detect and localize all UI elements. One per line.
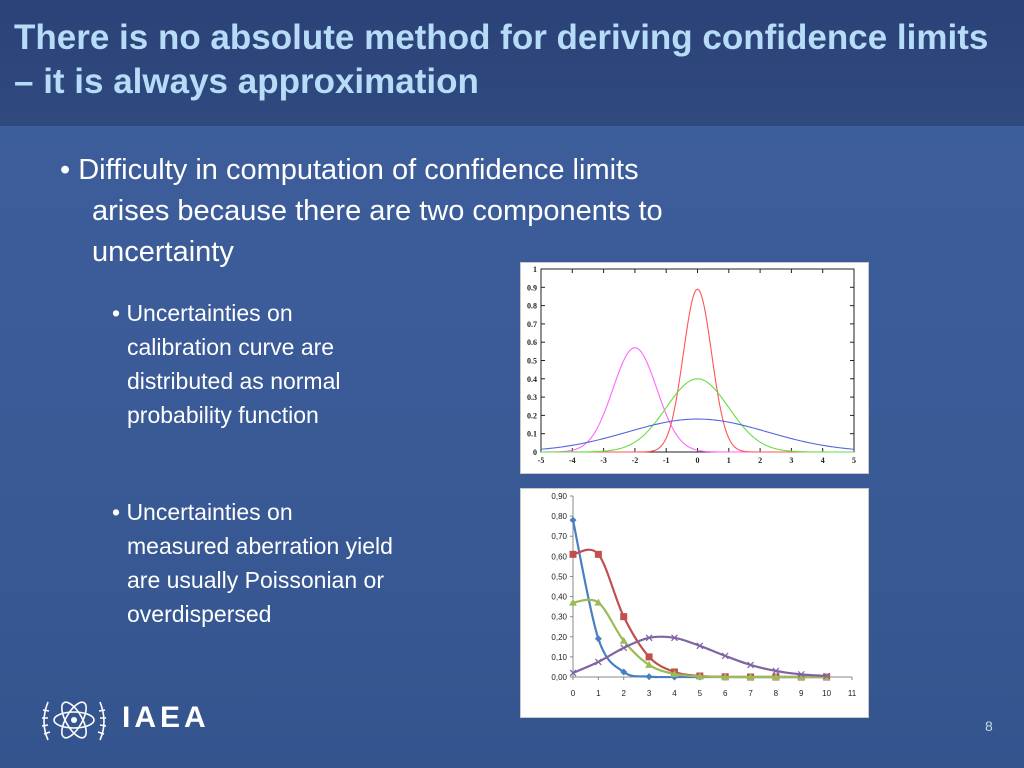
- y-tick-label: 0,00: [551, 673, 567, 682]
- data-point-x: [671, 634, 678, 642]
- y-tick-label: 0,40: [551, 593, 567, 602]
- x-tick-label: 2: [758, 456, 762, 465]
- data-point-triangle: [771, 673, 780, 680]
- y-tick-label: 0,30: [551, 613, 567, 622]
- y-tick-label: 0.5: [527, 357, 537, 366]
- x-tick-label: 6: [723, 689, 728, 698]
- x-tick-label: 1: [727, 456, 731, 465]
- y-tick-label: 0.9: [527, 283, 537, 292]
- x-tick-label: 11: [848, 689, 857, 698]
- iaea-logo-text: IAEA: [122, 701, 210, 734]
- poisson-curve-4: [572, 635, 827, 678]
- y-tick-label: 1: [533, 265, 537, 274]
- data-point-triangle: [746, 673, 755, 680]
- slide-title: There is no absolute method for deriving…: [14, 18, 989, 101]
- x-tick-label: 3: [647, 689, 652, 698]
- x-tick-label: 4: [672, 689, 677, 698]
- data-point-x: [797, 670, 805, 678]
- y-tick-label: 0,20: [551, 633, 567, 642]
- x-tick-label: 8: [774, 689, 779, 698]
- poisson-distribution-plot: 0,00 0,10 0,20 0,30 0,40 0,50 0,60 0,70 0,80 0,90…: [551, 492, 857, 698]
- data-point-diamond: [620, 668, 628, 676]
- title-bar: [0, 0, 1024, 126]
- data-point-x: [620, 644, 628, 652]
- x-tick-label: 9: [799, 689, 804, 698]
- poisson-distribution-chart: 0,00 0,10 0,20 0,30 0,40 0,50 0,60 0,70 0,80 0,90…: [520, 488, 869, 718]
- data-point-triangle: [797, 673, 806, 680]
- x-tick-label: 5: [698, 689, 703, 698]
- data-point-x: [645, 634, 653, 642]
- x-tick-label: -2: [632, 456, 639, 465]
- data-point-x: [721, 652, 729, 660]
- main-bullet-line1: • Difficulty in computation of confidenc…: [60, 154, 639, 186]
- x-tick-label: 3: [789, 456, 793, 465]
- data-point-diamond: [645, 673, 653, 681]
- data-point-square: [594, 550, 602, 558]
- data-point-square: [620, 613, 628, 621]
- data-point-diamond: [594, 635, 602, 643]
- normal-curve-1: [541, 347, 854, 453]
- data-point-triangle: [594, 598, 603, 606]
- main-bullet: • Difficulty in computation of confidenc…: [60, 150, 780, 273]
- x-tick-label: -1: [663, 456, 670, 465]
- data-point-triangle: [619, 636, 628, 644]
- normal-curve-2: [541, 288, 854, 453]
- normal-distribution-plot: 0 0.1 0.2 0.3 0.4 0.5 0.6 0.7 0.8 0.9 1 -5 -4 -3 -2 -1 0…: [527, 265, 856, 465]
- data-point-triangle: [645, 660, 654, 668]
- y-tick-label: 0.7: [527, 320, 537, 329]
- y-tick-label: 0,60: [551, 552, 567, 561]
- data-point-square: [645, 653, 653, 661]
- data-point-x: [569, 669, 577, 677]
- data-point-triangle: [670, 669, 679, 677]
- data-point-square: [569, 550, 577, 558]
- x-tick-label: -5: [538, 456, 545, 465]
- x-tick-label: 2: [622, 689, 627, 698]
- x-tick-label: 10: [822, 689, 831, 698]
- data-point-x: [772, 667, 780, 675]
- x-tick-label: -4: [569, 456, 576, 465]
- y-tick-label: 0.8: [527, 302, 537, 311]
- x-tick-label: 5: [852, 456, 856, 465]
- data-point-diamond: [569, 516, 577, 524]
- x-tick-label: 7: [748, 689, 753, 698]
- data-point-x: [823, 672, 831, 680]
- iaea-logo-icon: [41, 701, 107, 741]
- y-tick-label: 0.2: [527, 411, 537, 420]
- normal-curve-3: [541, 378, 854, 453]
- normal-distribution-chart: 0 0.1 0.2 0.3 0.4 0.5 0.6 0.7 0.8 0.9 1 -5 -4 -3 -2 -1 0…: [520, 262, 869, 474]
- y-tick-label: 0.4: [527, 375, 537, 384]
- x-tick-label: 0: [571, 689, 576, 698]
- poisson-curve-2: [572, 548, 827, 679]
- data-point-triangle: [695, 672, 704, 680]
- y-tick-label: 0.3: [527, 393, 537, 402]
- y-tick-label: 0,10: [551, 653, 567, 662]
- y-tick-label: 0: [533, 448, 537, 457]
- data-point-x: [594, 658, 602, 666]
- x-tick-label: 4: [821, 456, 825, 465]
- sub-bullet-aberration-first: • Uncertainties on: [112, 499, 293, 525]
- data-point-x: [747, 661, 754, 669]
- normal-curve-4: [540, 418, 855, 450]
- y-tick-label: 0,80: [551, 512, 567, 521]
- x-tick-label: -3: [600, 456, 607, 465]
- y-tick-label: 0,90: [551, 492, 567, 501]
- sub-bullet-aberration: • Uncertainties on measured aberration y…: [112, 495, 402, 631]
- data-point-triangle: [569, 598, 577, 606]
- y-tick-label: 0,50: [551, 572, 567, 581]
- poisson-curve-3: [572, 598, 827, 679]
- data-point-x: [696, 642, 704, 650]
- y-tick-label: 0.6: [527, 338, 537, 347]
- sub-bullet-calibration-rest: calibration curve are distributed as nor…: [127, 334, 341, 428]
- sub-bullet-calibration-first: • Uncertainties on: [112, 300, 293, 326]
- page-number: 8: [985, 718, 993, 734]
- y-tick-label: 0,70: [551, 532, 567, 541]
- sub-bullet-calibration: • Uncertainties on calibration curve are…: [112, 296, 402, 432]
- main-bullet-rest: arises because there are two components …: [92, 195, 663, 268]
- data-point-triangle: [721, 673, 730, 680]
- sub-bullet-aberration-rest: measured aberration yield are usually Po…: [127, 533, 393, 627]
- x-tick-label: 0: [696, 456, 700, 465]
- y-tick-label: 0.1: [527, 430, 537, 439]
- x-tick-label: 1: [596, 689, 601, 698]
- plot-frame: [540, 268, 855, 453]
